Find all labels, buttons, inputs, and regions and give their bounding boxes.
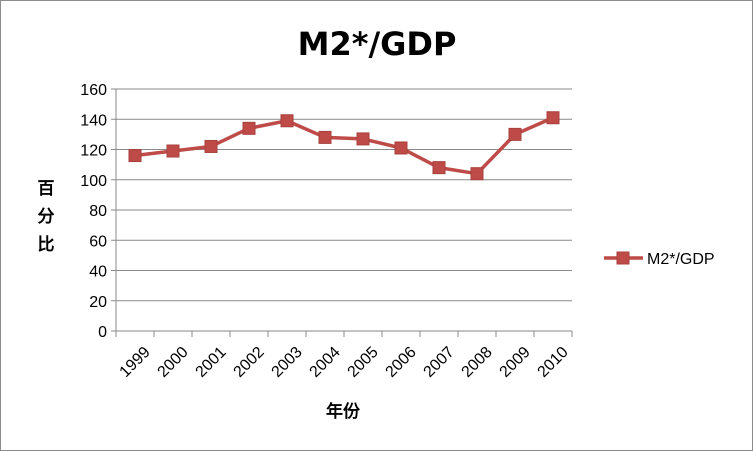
y-tick-label: 20 <box>89 294 107 311</box>
y-tick-label: 60 <box>89 233 107 250</box>
y-tick-labels: 0 20 40 60 80 100 120 140 160 <box>80 82 107 341</box>
x-axis-label: 年份 <box>326 401 361 422</box>
data-point <box>128 149 142 163</box>
y-tick-label: 40 <box>89 264 107 281</box>
data-point <box>546 111 560 125</box>
axes <box>111 88 573 337</box>
data-point <box>432 161 446 175</box>
data-point <box>318 130 332 144</box>
y-axis-label-char: 分 <box>38 207 55 227</box>
data-point <box>280 114 294 128</box>
gridlines <box>116 88 572 302</box>
x-tick-label: 2006 <box>383 344 420 381</box>
y-tick-label: 80 <box>89 203 107 220</box>
x-tick-labels: 1999 2000 2001 2002 2003 2004 2005 2006 2007 2008… <box>117 344 572 381</box>
y-tick-label: 120 <box>80 143 107 160</box>
y-tick-label: 160 <box>80 82 107 99</box>
data-point <box>470 167 484 181</box>
x-tick-label: 2010 <box>535 344 572 381</box>
series-line <box>134 116 554 176</box>
y-tick-label: 0 <box>98 324 107 341</box>
data-point <box>166 144 180 158</box>
x-tick-label: 2005 <box>345 344 382 381</box>
x-tick-label: 2002 <box>231 344 268 381</box>
y-axis-label-char: 比 <box>38 234 55 255</box>
x-tick-label: 2003 <box>269 344 306 381</box>
x-tick-label: 2008 <box>459 344 496 381</box>
x-tick-label: 2004 <box>307 344 344 381</box>
x-tick-label: 2007 <box>421 344 458 381</box>
data-point <box>356 132 370 146</box>
x-tick-label: 2000 <box>155 344 192 381</box>
chart-title: M2*/GDP <box>298 25 457 63</box>
x-tick-label: 2009 <box>497 344 534 381</box>
x-tick-label: 1999 <box>117 344 154 381</box>
data-point <box>242 121 256 135</box>
y-tick-label: 140 <box>80 112 107 129</box>
data-point <box>394 141 408 155</box>
y-axis-label-char: 百 <box>38 179 55 199</box>
y-tick-label: 100 <box>80 173 107 190</box>
y-axis-label: 百分比 <box>38 179 55 255</box>
legend: M2*/GDP <box>604 251 715 268</box>
x-tick-label: 2001 <box>193 344 230 381</box>
series-layer <box>128 111 560 181</box>
legend-label: M2*/GDP <box>647 251 715 268</box>
legend-swatch-marker <box>616 251 630 265</box>
data-point <box>508 127 522 141</box>
data-point <box>204 139 218 153</box>
